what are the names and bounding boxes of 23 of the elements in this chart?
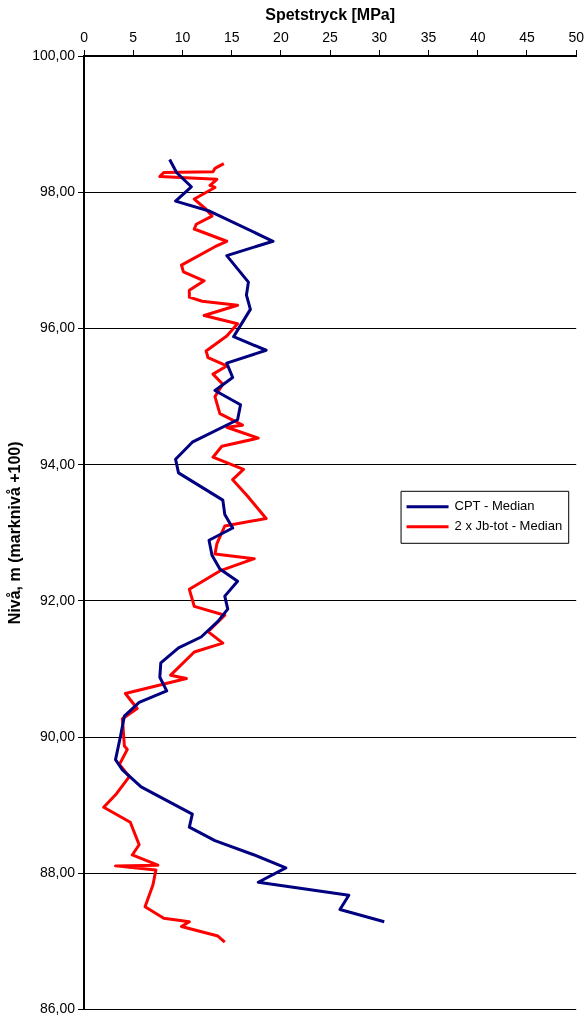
y-axis-title: Nivå, m (marknivå +100) [6, 441, 24, 625]
y-tick-label: 100,00 [32, 46, 76, 63]
legend-label: 2 x Jb-tot - Median [454, 518, 563, 534]
x-tick-label: 35 [420, 29, 437, 46]
x-tick-label: 40 [469, 29, 486, 46]
y-tick-label: 86,00 [39, 1000, 76, 1017]
x-tick-label: 20 [273, 29, 289, 46]
x-tick-label: 25 [322, 29, 339, 46]
y-tick-label: 92,00 [39, 591, 76, 608]
x-tick-label: 30 [371, 29, 388, 46]
x-tick-label: 0 [80, 29, 89, 46]
x-tick-label: 15 [223, 29, 240, 46]
y-tick-label: 88,00 [39, 864, 76, 881]
y-tick-label: 96,00 [39, 319, 76, 336]
legend-label: CPT - Median [454, 498, 535, 514]
x-tick-label: 50 [568, 29, 585, 46]
x-tick-label: 45 [519, 29, 535, 46]
y-tick-label: 94,00 [39, 455, 76, 472]
x-axis-title: Spetstryck [MPa] [265, 6, 396, 24]
x-tick-label: 5 [129, 29, 138, 46]
y-tick-label: 90,00 [39, 728, 76, 744]
y-tick-label: 98,00 [39, 183, 76, 200]
x-tick-label: 10 [174, 29, 191, 46]
